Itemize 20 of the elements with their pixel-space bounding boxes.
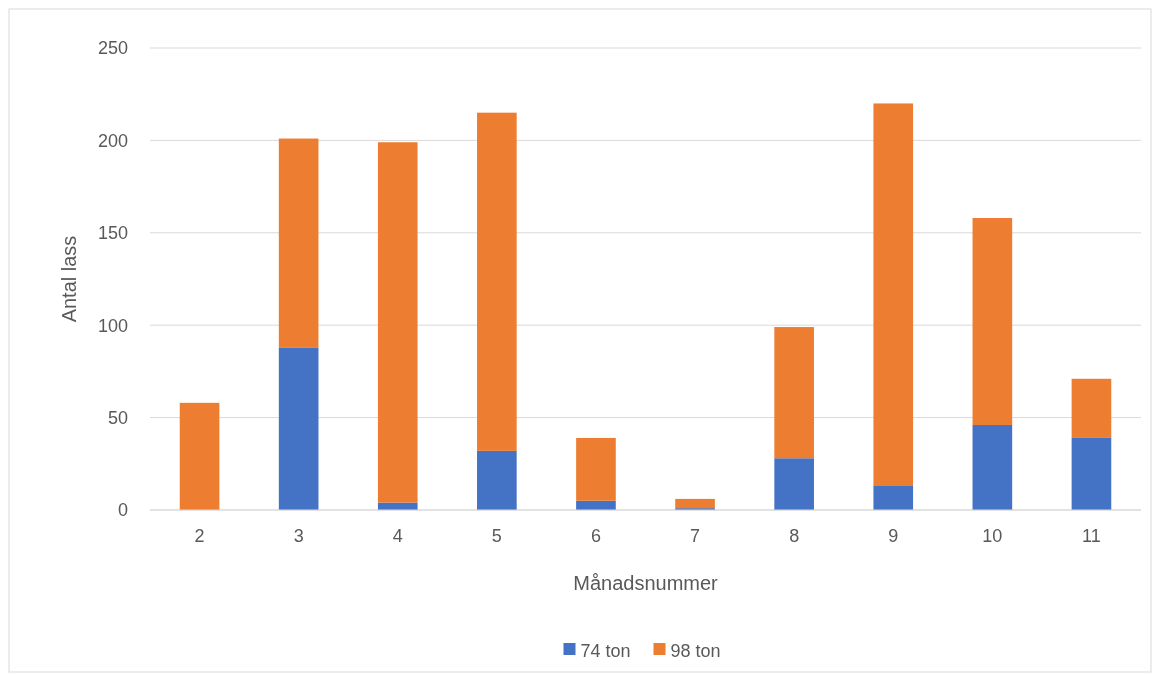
x-tick-label: 7 — [690, 526, 701, 546]
x-tick-label: 5 — [491, 526, 502, 546]
legend-label: 74 ton — [580, 641, 631, 662]
x-tick-label: 8 — [789, 526, 800, 546]
y-tick-label: 50 — [107, 407, 128, 428]
x-tick-label: 11 — [1082, 526, 1101, 546]
x-tick-label: 3 — [293, 526, 304, 546]
x-tick-label: 2 — [194, 526, 205, 546]
x-tick-label: 4 — [392, 526, 403, 546]
x-tick-label: 9 — [888, 526, 899, 546]
y-axis-title: Antal lass — [58, 235, 80, 323]
legend-label: 98 ton — [670, 641, 721, 662]
y-tick-label: 150 — [97, 223, 128, 244]
y-tick-label: 100 — [97, 315, 128, 336]
x-tick-label: 6 — [590, 526, 601, 546]
y-tick-label: 250 — [97, 38, 128, 59]
x-tick-label: 10 — [982, 526, 1003, 546]
y-tick-label: 0 — [117, 500, 128, 521]
y-tick-label: 200 — [97, 130, 128, 151]
x-axis-title: Månadsnummer — [573, 572, 719, 594]
